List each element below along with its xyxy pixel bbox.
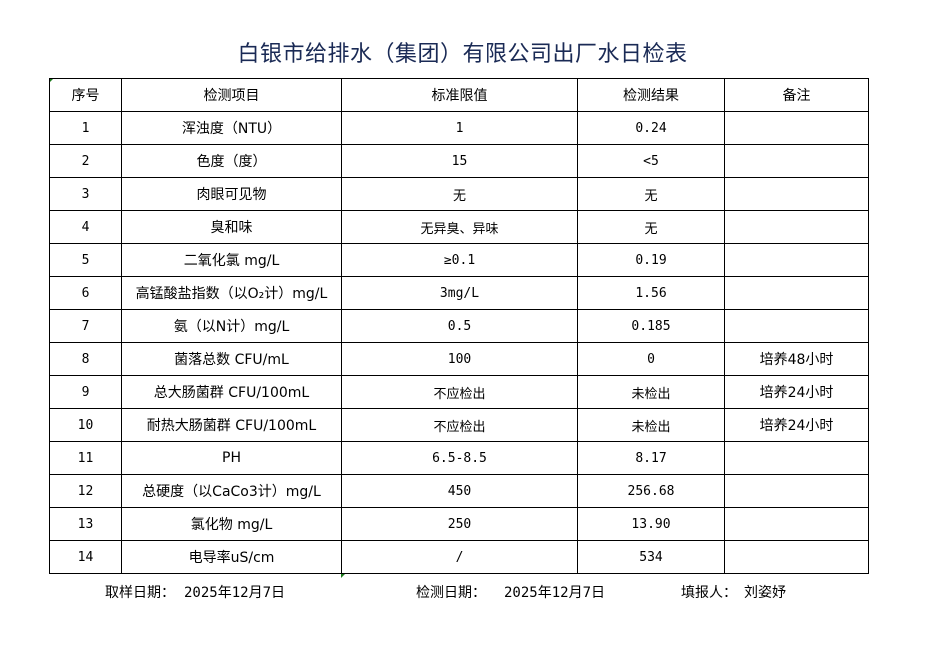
- reporter-label: 填报人：: [681, 585, 737, 601]
- remark: [724, 276, 869, 310]
- test-result: 0.24: [577, 111, 725, 145]
- sampling-date: 2025年12月7日: [184, 585, 286, 601]
- standard-limit: 无: [341, 177, 578, 211]
- test-item: 肉眼可见物: [121, 177, 342, 211]
- table-row: 13 氯化物 mg/L 250 13.90: [49, 507, 869, 541]
- test-result: 0.19: [577, 243, 725, 277]
- test-item: PH: [121, 441, 342, 475]
- standard-limit: 100: [341, 342, 578, 376]
- test-result: 无: [577, 210, 725, 244]
- table-row: 1 浑浊度（NTU） 1 0.24: [49, 111, 869, 145]
- table-row: 7 氨（以N计）mg/L 0.5 0.185: [49, 309, 869, 343]
- table-row: 10 耐热大肠菌群 CFU/100mL 不应检出 未检出 培养24小时: [49, 408, 869, 442]
- reporter-name: 刘姿妤: [744, 585, 786, 601]
- remark: 培养48小时: [724, 342, 869, 376]
- water-quality-table: 序号 检测项目 标准限值 检测结果 备注 1 浑浊度（NTU） 1 0.24 2 色度（度…: [49, 78, 869, 574]
- remark: [724, 210, 869, 244]
- table-header-row: 序号 检测项目 标准限值 检测结果 备注: [49, 78, 869, 112]
- row-number: 12: [49, 474, 122, 508]
- test-item: 二氧化氯 mg/L: [121, 243, 342, 277]
- test-result: 1.56: [577, 276, 725, 310]
- row-number: 9: [49, 375, 122, 409]
- table-row: 14 电导率uS/cm/534: [49, 540, 869, 574]
- test-item: 耐热大肠菌群 CFU/100mL: [121, 408, 342, 442]
- table-row: 12 总硬度（以CaCo3计）mg/L 450 256.68: [49, 474, 869, 508]
- remark: [724, 474, 869, 508]
- remark: [724, 111, 869, 145]
- row-number: 3: [49, 177, 122, 211]
- test-item: 色度（度）: [121, 144, 342, 178]
- row-number: 10: [49, 408, 122, 442]
- table-row: 9 总大肠菌群 CFU/100mL 不应检出 未检出 培养24小时: [49, 375, 869, 409]
- table-row: 5 二氧化氯 mg/L ≥0.1 0.19: [49, 243, 869, 277]
- testing-date-label: 检测日期：: [416, 585, 486, 601]
- row-number: 8: [49, 342, 122, 376]
- sampling-date-label: 取样日期：: [105, 585, 175, 601]
- row-number: 13: [49, 507, 122, 541]
- test-item: 总大肠菌群 CFU/100mL: [121, 375, 342, 409]
- standard-limit: 250: [341, 507, 578, 541]
- row-number: 2: [49, 144, 122, 178]
- test-result: 8.17: [577, 441, 725, 475]
- test-result: 未检出: [577, 408, 725, 442]
- row-number: 1: [49, 111, 122, 145]
- header-item: 检测项目: [121, 78, 342, 112]
- cell-marker-icon: [341, 573, 346, 578]
- test-item: 高锰酸盐指数（以O₂计）mg/L: [121, 276, 342, 310]
- test-item: 氨（以N计）mg/L: [121, 309, 342, 343]
- standard-limit: 3mg/L: [341, 276, 578, 310]
- header-note: 备注: [724, 78, 869, 112]
- remark: [724, 243, 869, 277]
- test-result: 0: [577, 342, 725, 376]
- test-result: 无: [577, 177, 725, 211]
- row-number: 6: [49, 276, 122, 310]
- remark: [724, 540, 869, 574]
- remark: [724, 507, 869, 541]
- table-row: 2 色度（度） 15 <5: [49, 144, 869, 178]
- standard-limit: 不应检出: [341, 408, 578, 442]
- test-result: 未检出: [577, 375, 725, 409]
- test-item: 浑浊度（NTU）: [121, 111, 342, 145]
- row-number: 5: [49, 243, 122, 277]
- remark: [724, 441, 869, 475]
- row-number: 7: [49, 309, 122, 343]
- remark: [724, 177, 869, 211]
- standard-limit: /: [341, 540, 578, 574]
- standard-limit: 15: [341, 144, 578, 178]
- test-result: 534: [577, 540, 725, 574]
- standard-limit: 6.5-8.5: [341, 441, 578, 475]
- testing-date: 2025年12月7日: [504, 585, 606, 601]
- standard-limit: 0.5: [341, 309, 578, 343]
- test-item: 电导率uS/cm: [121, 540, 342, 574]
- test-result: <5: [577, 144, 725, 178]
- row-number: 11: [49, 441, 122, 475]
- header-no: 序号: [49, 78, 122, 112]
- table-row: 6 高锰酸盐指数（以O₂计）mg/L 3mg/L 1.56: [49, 276, 869, 310]
- test-result: 0.185: [577, 309, 725, 343]
- standard-limit: 无异臭、异味: [341, 210, 578, 244]
- standard-limit: 不应检出: [341, 375, 578, 409]
- header-result: 检测结果: [577, 78, 725, 112]
- table-row: 4 臭和味 无异臭、异味无: [49, 210, 869, 244]
- remark: [724, 309, 869, 343]
- remark: [724, 144, 869, 178]
- row-number: 14: [49, 540, 122, 574]
- test-item: 菌落总数 CFU/mL: [121, 342, 342, 376]
- table-row: 11 PH 6.5-8.5 8.17: [49, 441, 869, 475]
- table-row: 3 肉眼可见物无无: [49, 177, 869, 211]
- test-result: 13.90: [577, 507, 725, 541]
- test-result: 256.68: [577, 474, 725, 508]
- header-limit: 标准限值: [341, 78, 578, 112]
- test-item: 氯化物 mg/L: [121, 507, 342, 541]
- page-title: 白银市给排水（集团）有限公司出厂水日检表: [237, 42, 688, 67]
- table-row: 8 菌落总数 CFU/mL 100 0 培养48小时: [49, 342, 869, 376]
- test-item: 总硬度（以CaCo3计）mg/L: [121, 474, 342, 508]
- row-number: 4: [49, 210, 122, 244]
- remark: 培养24小时: [724, 408, 869, 442]
- standard-limit: 1: [341, 111, 578, 145]
- test-item: 臭和味: [121, 210, 342, 244]
- standard-limit: 450: [341, 474, 578, 508]
- standard-limit: ≥0.1: [341, 243, 578, 277]
- remark: 培养24小时: [724, 375, 869, 409]
